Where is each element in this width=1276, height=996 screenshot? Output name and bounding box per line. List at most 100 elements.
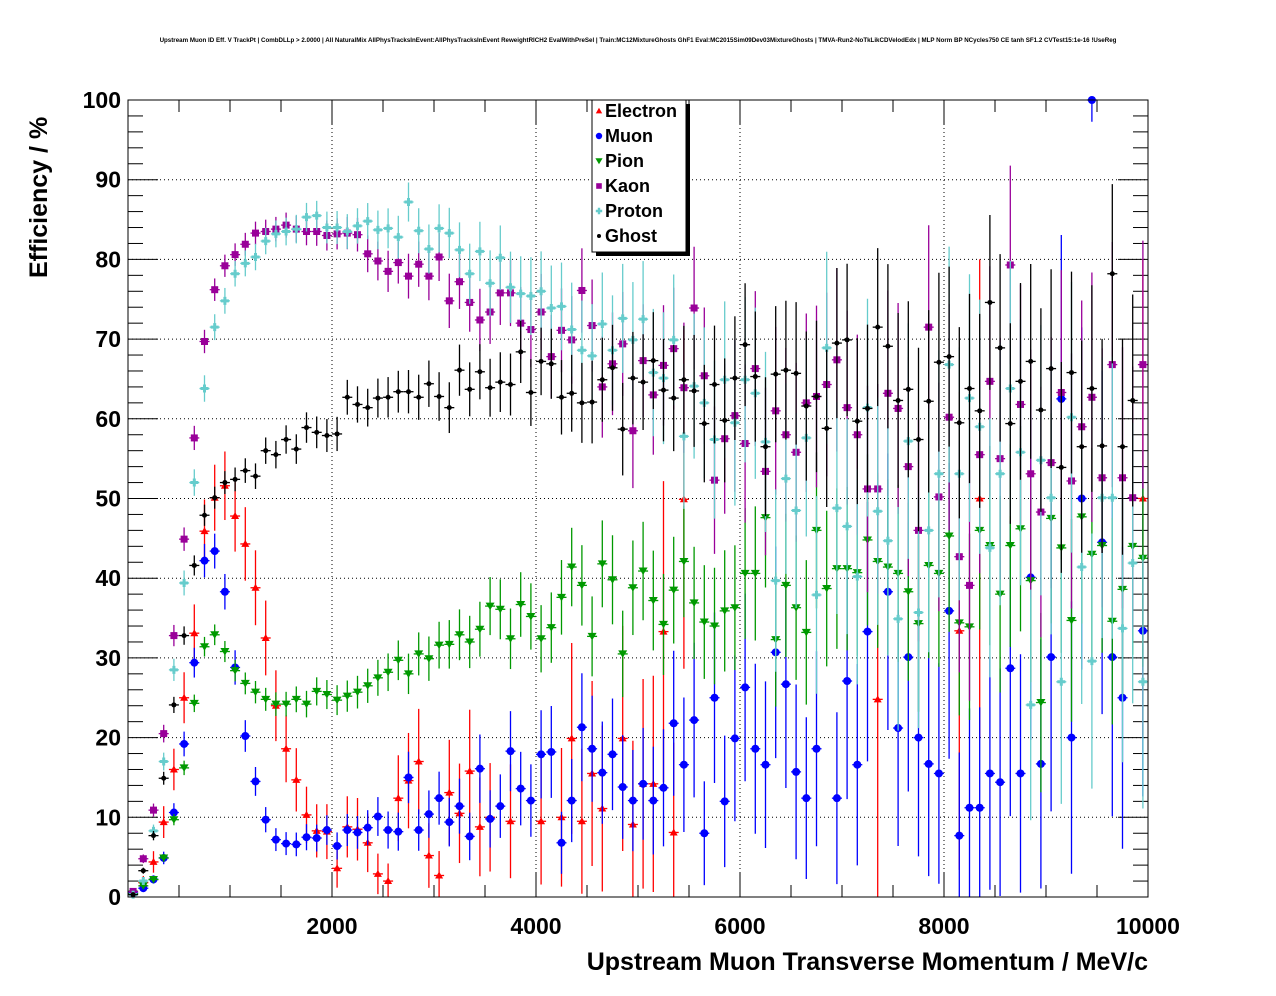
data-point-ghost: [467, 386, 473, 392]
y-tick-label: 20: [95, 725, 121, 751]
legend-marker-icon: [596, 183, 602, 189]
data-point-muon: [322, 826, 331, 835]
data-point-kaon: [160, 730, 168, 738]
data-point-ghost: [1099, 443, 1105, 449]
data-point-pion: [393, 656, 403, 665]
data-point-muon: [465, 832, 474, 841]
legend: Electron Muon Pion Kaon Proton Ghost: [591, 99, 690, 256]
data-point-ghost: [854, 418, 860, 424]
data-point-muon: [863, 627, 872, 636]
data-point-pion: [618, 650, 628, 658]
data-point-ghost: [406, 389, 411, 395]
data-point-ghost: [844, 337, 850, 343]
data-point-muon: [588, 744, 597, 753]
data-point-muon: [526, 796, 535, 805]
data-point-muon: [843, 677, 852, 686]
data-point-muon: [730, 734, 739, 743]
data-point-proton: [455, 245, 464, 254]
data-point-muon: [1006, 664, 1015, 673]
data-point-muon: [292, 840, 301, 849]
data-point-electron: [200, 527, 209, 535]
data-point-kaon: [415, 260, 423, 268]
data-point-ghost: [997, 345, 1003, 351]
data-point-proton: [475, 247, 484, 256]
data-point-ghost: [1007, 421, 1013, 427]
data-point-muon: [812, 744, 821, 753]
data-point-ghost: [1089, 386, 1095, 392]
data-point-proton: [1026, 700, 1035, 709]
data-point-electron: [149, 857, 158, 865]
data-point-ghost: [202, 512, 207, 518]
data-point-ghost: [324, 433, 330, 439]
data-point-electron: [394, 794, 403, 802]
data-point-pion: [557, 593, 566, 602]
data-point-muon: [557, 838, 566, 847]
data-point-ghost: [875, 324, 881, 330]
legend-entry-ghost: Ghost: [597, 226, 657, 246]
data-point-ghost: [1058, 464, 1064, 470]
data-point-ghost: [824, 425, 830, 431]
data-point-pion: [710, 622, 719, 631]
data-point-ghost: [681, 377, 687, 383]
data-point-proton: [894, 614, 903, 623]
data-point-kaon: [1139, 361, 1147, 369]
data-point-kaon: [231, 251, 239, 259]
data-point-proton: [812, 590, 821, 599]
data-point-electron: [424, 851, 433, 859]
data-point-muon: [353, 828, 362, 837]
data-point-muon: [700, 829, 709, 838]
data-point-ghost: [834, 340, 840, 346]
data-point-pion: [495, 605, 505, 614]
x-tick-label: 2000: [306, 913, 357, 939]
data-point-ghost: [1038, 407, 1044, 413]
series-kaon: [128, 165, 1148, 895]
data-point-pion: [149, 875, 158, 884]
data-point-muon: [424, 810, 433, 819]
data-point-pion: [383, 668, 393, 677]
data-point-proton: [1118, 624, 1127, 633]
y-tick-label: 90: [95, 167, 121, 193]
data-point-muon: [690, 716, 699, 725]
data-point-pion: [189, 699, 199, 708]
data-point-pion: [251, 688, 260, 697]
data-point-pion: [210, 631, 220, 639]
x-tick-label: 10000: [1116, 913, 1180, 939]
x-axis-label: Upstream Muon Transverse Momentum / MeV/…: [587, 948, 1148, 976]
data-point-ghost: [375, 395, 381, 401]
data-point-electron: [261, 633, 270, 641]
data-point-ghost: [885, 343, 891, 349]
data-point-electron: [373, 869, 382, 877]
data-point-proton: [771, 576, 780, 585]
data-point-muon: [516, 784, 525, 793]
data-point-pion: [903, 588, 913, 596]
data-point-ghost: [477, 369, 483, 375]
data-point-proton: [588, 351, 597, 360]
data-point-muon: [608, 750, 617, 759]
data-point-electron: [435, 871, 444, 879]
data-point-proton: [231, 269, 240, 278]
data-point-muon: [414, 826, 423, 835]
data-point-ghost: [701, 421, 707, 427]
data-point-electron: [475, 822, 484, 830]
data-point-muon: [1016, 769, 1025, 778]
data-point-proton: [261, 237, 270, 246]
data-point-ghost: [620, 426, 626, 432]
data-point-pion: [312, 687, 322, 696]
data-point-muon: [985, 769, 994, 778]
data-point-electron: [333, 864, 342, 872]
data-point-pion: [169, 816, 179, 824]
legend-label: Electron: [605, 101, 677, 121]
data-point-proton: [506, 283, 515, 292]
data-point-ghost: [650, 358, 656, 364]
data-point-muon: [282, 839, 291, 848]
data-point-pion: [230, 667, 240, 675]
data-point-kaon: [303, 228, 310, 236]
data-point-electron: [282, 744, 291, 752]
data-point-ghost: [589, 399, 595, 405]
data-point-ghost: [1048, 366, 1054, 372]
data-point-pion: [1005, 542, 1015, 550]
data-point-ghost: [436, 393, 442, 399]
data-point-proton: [1057, 677, 1066, 686]
data-point-muon: [792, 767, 801, 776]
